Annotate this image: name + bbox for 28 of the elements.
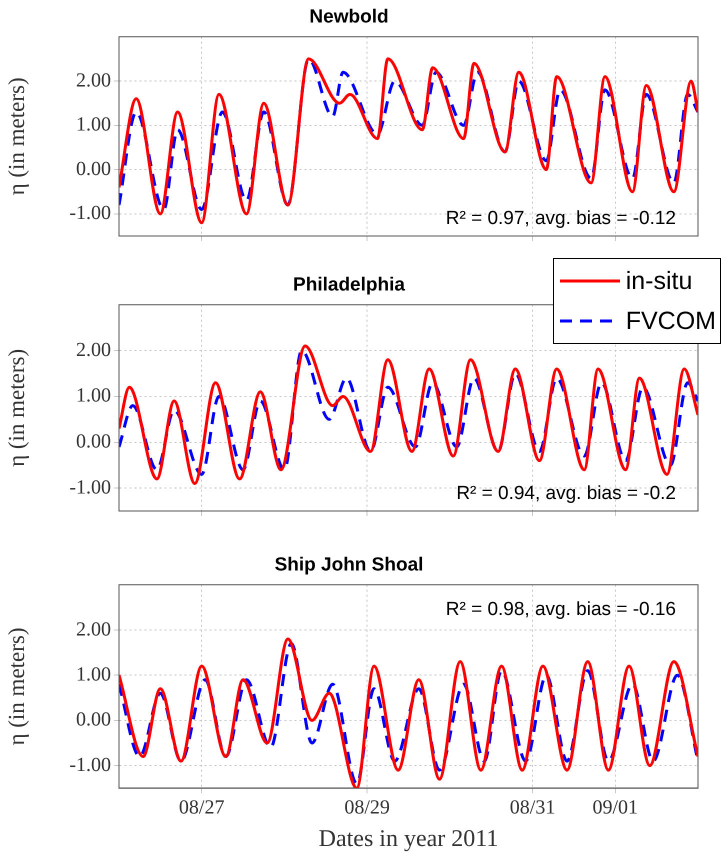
y-tick-label: 0.00 bbox=[76, 158, 111, 180]
legend-label: FVCOM bbox=[626, 306, 716, 336]
annotation: R² = 0.97, avg. bias = -0.12 bbox=[446, 208, 676, 229]
y-tick-label: 2.00 bbox=[76, 618, 111, 640]
y-tick-label: 2.00 bbox=[76, 338, 111, 361]
chart-title: Newbold bbox=[309, 6, 389, 28]
y-tick-label: -1.00 bbox=[69, 202, 111, 224]
annotation: R² = 0.94, avg. bias = -0.2 bbox=[456, 483, 676, 504]
annotation: R² = 0.98, avg. bias = -0.16 bbox=[446, 598, 676, 620]
y-tick-label: 0.00 bbox=[76, 708, 111, 731]
x-tick-label: 08/27 bbox=[178, 796, 224, 818]
y-axis-title: η (in meters) bbox=[4, 77, 29, 196]
y-tick-label: 1.00 bbox=[76, 384, 111, 407]
y-tick-label: -1.00 bbox=[69, 476, 111, 498]
chart-title: Ship John Shoal bbox=[274, 554, 424, 576]
y-axis-title: η (in meters) bbox=[4, 348, 29, 467]
y-tick-label: -1.00 bbox=[69, 754, 111, 776]
x-axis-title: Dates in year 2011 bbox=[318, 826, 498, 852]
x-tick-label: 08/29 bbox=[344, 796, 390, 818]
y-tick-label: 1.00 bbox=[76, 663, 111, 686]
x-tick-label: 08/31 bbox=[510, 796, 556, 818]
y-tick-label: 1.00 bbox=[76, 114, 111, 136]
y-axis-title: η (in meters) bbox=[4, 627, 29, 746]
x-tick-label: 09/01 bbox=[592, 796, 638, 818]
chart-title: Philadelphia bbox=[293, 274, 406, 296]
legend-label: in-situ bbox=[626, 266, 692, 296]
y-tick-label: 2.00 bbox=[76, 69, 111, 92]
y-tick-label: 0.00 bbox=[76, 430, 111, 453]
